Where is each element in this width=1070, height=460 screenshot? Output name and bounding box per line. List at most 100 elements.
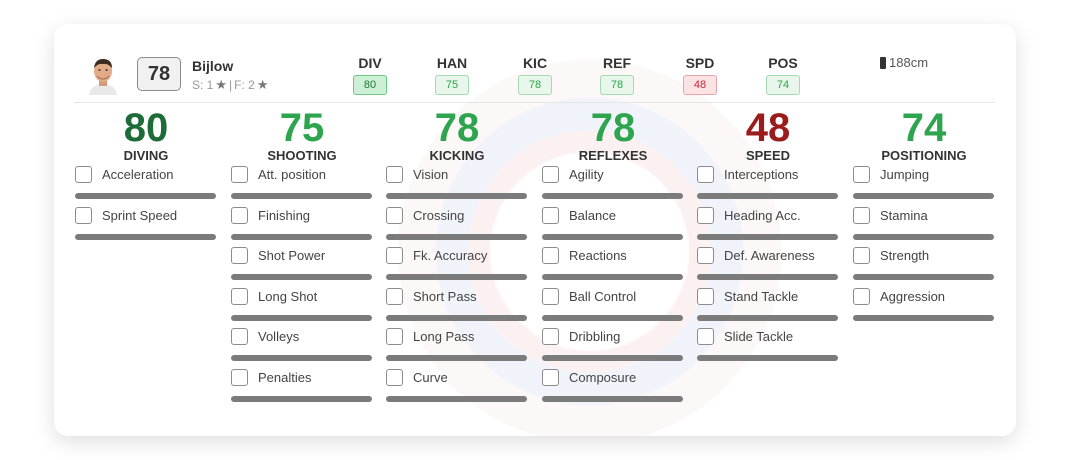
sub-attribute-bar — [75, 233, 216, 240]
sub-attribute-label: Composure — [569, 369, 637, 385]
sub-attribute-bar — [386, 395, 527, 402]
sub-attribute-bar — [697, 193, 838, 199]
sub-attribute-checkbox[interactable] — [386, 247, 403, 264]
sub-attribute-checkbox[interactable] — [386, 287, 403, 305]
sub-attribute-checkbox[interactable] — [231, 206, 248, 224]
sub-attribute-checkbox[interactable] — [75, 166, 92, 183]
sub-attribute-row: Strength — [853, 247, 995, 288]
sub-attribute-label: Jumping — [880, 167, 930, 182]
sub-attribute-label: Strength — [880, 248, 930, 263]
sub-attribute-label: Slide Tackle — [724, 329, 794, 344]
sub-attribute-checkbox[interactable] — [542, 206, 559, 224]
sub-attribute-checkbox[interactable] — [542, 287, 559, 305]
sub-attribute-bar — [386, 233, 527, 240]
weak-foot-label: F: 2 — [234, 78, 255, 92]
sub-attribute-row: Agility — [542, 166, 684, 207]
player-avatar — [86, 55, 120, 95]
sub-attribute-checkbox[interactable] — [542, 247, 559, 264]
attr-label: KIC — [522, 55, 548, 71]
sub-attribute-bar — [853, 274, 994, 280]
sub-attribute-checkbox[interactable] — [75, 206, 92, 224]
sub-attribute-checkbox[interactable] — [386, 368, 403, 386]
sub-attribute-checkbox[interactable] — [697, 206, 714, 224]
sub-attribute-checkbox[interactable] — [386, 206, 403, 224]
sub-attribute-checkbox[interactable] — [697, 247, 714, 264]
sub-attribute-label: Vision — [413, 167, 449, 182]
stat-column-shooting: 75 SHOOTING Att. position Finishing Shot Pow… — [231, 106, 373, 409]
sub-attribute-label: Finishing — [258, 207, 311, 223]
sub-attribute-bar — [542, 355, 683, 361]
sub-attribute-label: Interceptions — [724, 167, 799, 182]
header-divider — [74, 102, 995, 103]
sub-attribute-row: Reactions — [542, 247, 684, 288]
stat-category: REFLEXES — [578, 148, 648, 163]
player-name: Bijlow — [192, 58, 234, 74]
stat-column-speed: 48 SPEED Interceptions Heading Acc. Def. Awa… — [697, 106, 839, 369]
sub-attribute-bar — [697, 274, 838, 280]
sub-attribute-bar — [542, 193, 683, 199]
skills-foot-info: S: 1 ★ | F: 2 ★ — [192, 77, 268, 93]
sub-attribute-checkbox[interactable] — [853, 166, 870, 183]
sub-attribute-bar — [386, 193, 527, 199]
stat-value: 48 — [745, 106, 791, 150]
sub-attribute-row: Ball Control — [542, 287, 684, 329]
sub-attribute-checkbox[interactable] — [853, 287, 870, 305]
sub-attribute-checkbox[interactable] — [697, 166, 714, 183]
stat-value: 80 — [123, 106, 169, 150]
sub-attribute-row: Curve — [386, 368, 528, 410]
sub-attribute-checkbox[interactable] — [542, 328, 559, 345]
sub-attribute-checkbox[interactable] — [231, 368, 248, 386]
sub-attribute-checkbox[interactable] — [386, 328, 403, 345]
stat-category: POSITIONING — [881, 148, 967, 163]
sub-attribute-bar — [542, 233, 683, 240]
sub-attribute-checkbox[interactable] — [386, 166, 403, 183]
sub-attribute-row: Interceptions — [697, 166, 839, 207]
attr-badge: 74 — [766, 75, 800, 95]
sub-attribute-label: Att. position — [258, 167, 326, 182]
player-card: 78 Bijlow S: 1 ★ | F: 2 ★ DIV 80 HAN 75 … — [54, 24, 1016, 436]
sub-attribute-bar — [853, 233, 994, 240]
sub-attribute-checkbox[interactable] — [231, 287, 248, 305]
skill-moves-label: S: 1 — [192, 78, 214, 92]
sub-attribute-label: Shot Power — [258, 248, 326, 263]
sub-attribute-checkbox[interactable] — [853, 206, 870, 224]
sub-attribute-row: Long Pass — [386, 328, 528, 369]
sub-attribute-bar — [231, 274, 372, 280]
sub-attribute-row: Stand Tackle — [697, 287, 839, 329]
sub-attribute-row: Att. position — [231, 166, 373, 207]
sub-attribute-checkbox[interactable] — [231, 328, 248, 345]
sub-attribute-bar — [231, 355, 372, 361]
sub-attribute-label: Stamina — [880, 207, 928, 223]
sub-attribute-checkbox[interactable] — [542, 368, 559, 386]
sub-attribute-checkbox[interactable] — [542, 166, 559, 183]
separator: | — [229, 78, 233, 92]
star-icon: ★ — [256, 77, 269, 92]
sub-attribute-row: Acceleration — [75, 166, 217, 207]
sub-attribute-checkbox[interactable] — [853, 247, 870, 264]
height-value: 188cm — [889, 55, 929, 70]
sub-attribute-row: Balance — [542, 206, 684, 248]
sub-attribute-checkbox[interactable] — [697, 328, 714, 345]
sub-attribute-label: Long Pass — [413, 329, 475, 344]
stat-column-kicking: 78 KICKING Vision Crossing Fk. Accuracy Short… — [386, 106, 528, 409]
sub-attribute-checkbox[interactable] — [231, 247, 248, 264]
player-header: 78 Bijlow S: 1 ★ | F: 2 ★ DIV 80 HAN 75 … — [54, 24, 1016, 102]
stat-value: 75 — [279, 106, 325, 150]
sub-attribute-bar — [231, 314, 372, 321]
sub-attribute-label: Short Pass — [413, 288, 477, 304]
sub-attribute-bar — [231, 395, 372, 402]
sub-attribute-label: Heading Acc. — [724, 207, 801, 223]
sub-attribute-label: Crossing — [413, 207, 465, 223]
sub-attribute-label: Def. Awareness — [724, 248, 815, 263]
attr-badge: 75 — [435, 75, 469, 95]
sub-attribute-checkbox[interactable] — [697, 287, 714, 305]
sub-attribute-label: Ball Control — [569, 288, 637, 304]
attr-spd: SPD 48 — [675, 55, 725, 95]
stat-category: KICKING — [429, 148, 485, 163]
sub-attribute-checkbox[interactable] — [231, 166, 248, 183]
sub-attribute-bar — [853, 314, 994, 321]
ruler-icon — [880, 56, 886, 69]
attr-label: DIV — [358, 55, 382, 71]
sub-attribute-label: Curve — [413, 369, 448, 385]
stat-column-positioning: 74 POSITIONING Jumping Stamina Strength Aggre… — [853, 106, 995, 328]
